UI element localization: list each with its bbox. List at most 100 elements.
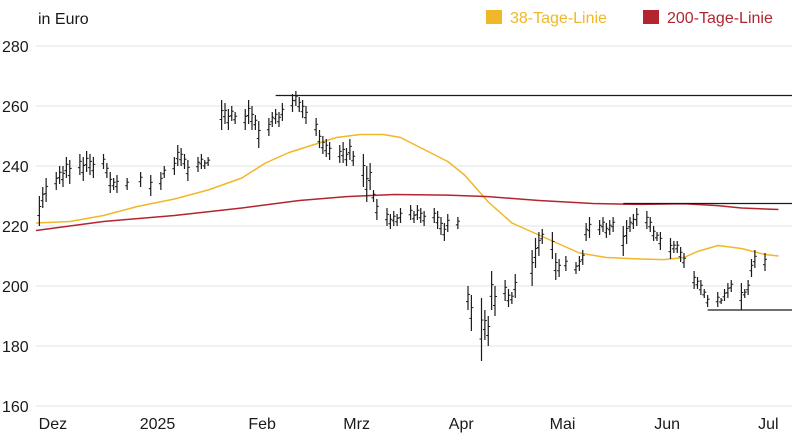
price-bar [101,154,106,169]
moving-average-lines [35,133,779,261]
price-bar [739,283,744,310]
price-bar [300,100,305,118]
price-bar [658,232,663,250]
price-bar [455,217,460,229]
y-gridlines [36,45,792,407]
price-bar [671,241,676,253]
price-bar [533,238,538,268]
price-bar [752,250,757,268]
price-bar [479,298,484,361]
price-bar [580,250,585,265]
price-bar [489,271,494,310]
price-bar [44,178,49,202]
price-bar [182,154,187,169]
price-bar [67,160,72,184]
price-bar [81,157,86,181]
price-bar [91,157,96,178]
price-bar [439,217,443,235]
y-tick-label: 180 [2,339,29,356]
price-bar [418,208,423,223]
price-bar [374,199,379,220]
price-bar [563,256,568,271]
price-bar [108,172,113,193]
price-bar [246,100,251,124]
price-bar [695,277,700,289]
price-bar [385,208,389,226]
price-bar [148,175,153,196]
x-tick-label: Mrz [343,416,370,433]
x-tick-label: Dez [39,416,67,433]
price-bar [705,295,710,307]
price-bar [364,166,369,202]
price-bar [273,109,278,124]
price-bar [341,142,346,163]
price-bar [297,97,302,112]
price-bar [270,112,275,127]
price-bar [196,157,200,172]
price-bar [408,205,413,220]
price-bar [536,232,541,256]
price-bar [158,172,163,190]
price-bar [486,316,491,346]
series-line [35,133,779,261]
price-bar [530,250,535,286]
price-bar [324,139,329,157]
price-bar [57,166,62,184]
price-bar [482,310,487,340]
price-bar [233,112,238,124]
y-tick-label: 280 [2,39,29,56]
price-bar [84,151,89,172]
price-bar [256,121,261,148]
price-bar [628,217,632,232]
price-bar [729,280,734,292]
price-bar [361,154,366,187]
price-bar [719,298,724,304]
price-bar [678,247,683,262]
price-bar [317,130,322,148]
price-bar [202,160,207,169]
price-bar [601,217,605,232]
price-bar [277,112,281,127]
price-bar [320,136,325,154]
price-bar [40,187,45,208]
price-bar [175,145,180,166]
price-bar [644,211,649,229]
price-bar [634,208,639,226]
price-bar [266,118,271,136]
price-bar [337,145,342,163]
price-bar [584,223,589,241]
price-bar [327,142,332,160]
legend: 38-Tage-Linie 200-Tage-Linie [486,10,773,27]
price-bar [553,253,558,280]
price-bar [550,232,555,259]
y-axis-unit-label: in Euro [38,11,89,28]
price-bar [77,154,82,175]
price-bar [692,271,697,289]
x-tick-label: Jul [758,416,778,433]
price-bar [587,217,592,238]
price-bar [314,118,319,136]
price-bar [304,106,308,124]
price-bar [722,289,727,301]
price-bar [111,178,116,190]
y-tick-label: 240 [2,159,29,176]
price-bar [229,106,234,121]
legend-swatch [643,10,659,24]
price-bar [607,220,612,235]
price-bar [668,238,673,259]
y-tick-label: 160 [2,399,29,416]
price-bar [344,148,349,166]
price-bar [675,241,680,253]
price-bar [54,172,59,190]
price-bar [466,286,470,310]
price-bar [88,154,92,175]
price-bar [293,91,298,106]
price-bar [422,211,427,226]
price-bar [445,214,450,232]
price-bar [162,166,167,178]
price-bar [648,217,653,232]
price-bar [351,151,356,166]
price-bar [725,283,730,298]
price-bar [104,163,109,178]
